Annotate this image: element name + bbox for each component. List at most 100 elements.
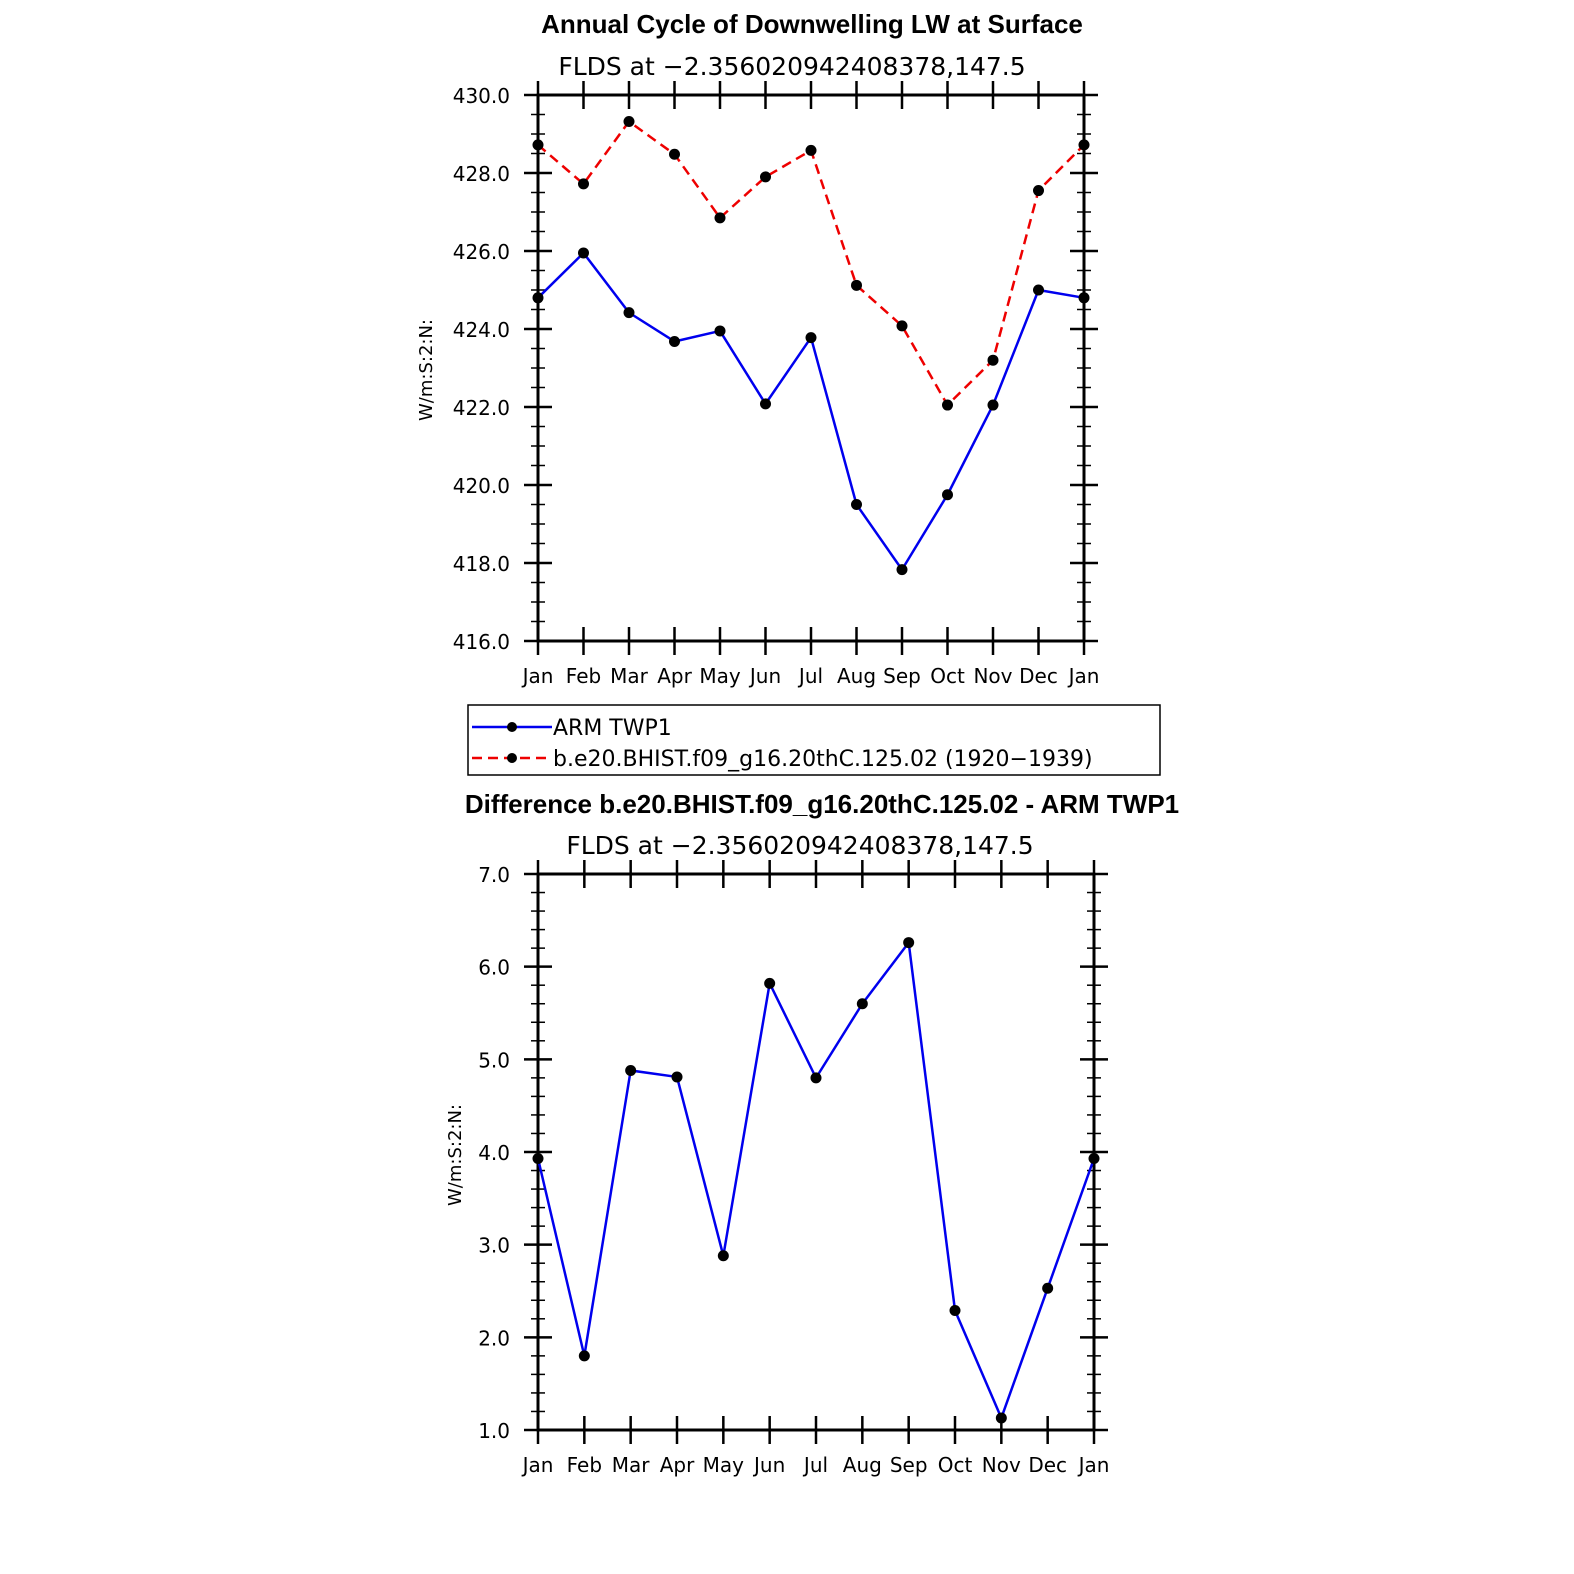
x-tick-label: Mar [610, 664, 649, 688]
series-1-point [851, 279, 862, 291]
y-tick-label: 424.0 [453, 318, 510, 342]
x-tick-label: Apr [657, 664, 692, 688]
x-tick-label: Jan [1067, 664, 1100, 688]
series-1-point [1033, 185, 1044, 197]
chart-1-title: Annual Cycle of Downwelling LW at Surfac… [541, 9, 1083, 39]
x-tick-label: Jan [521, 664, 554, 688]
y-tick-label: 1.0 [478, 1419, 510, 1443]
x-tick-label: May [703, 1453, 745, 1477]
chart-2-ylabel: W/m:S:2:N: [445, 1104, 466, 1206]
series-0-point [896, 564, 908, 576]
series-0-point [987, 399, 999, 411]
chart-1-subtitle: FLDS at −2.356020942408378,147.5 [558, 52, 1025, 81]
series-0-point [717, 1250, 729, 1262]
series-1-point [896, 320, 908, 332]
x-tick-label: Dec [1019, 664, 1058, 688]
series-0-point [810, 1072, 822, 1084]
x-tick-label: Sep [883, 664, 921, 688]
series-0-point [1078, 292, 1090, 304]
series-0-point [669, 335, 680, 347]
y-tick-label: 6.0 [478, 956, 510, 980]
x-tick-label: Apr [660, 1453, 695, 1477]
x-tick-label: Jun [752, 1453, 785, 1477]
legend: ARM TWP1 b.e20.BHIST.f09_g16.20thC.125.0… [467, 704, 1161, 776]
chart-2-subtitle: FLDS at −2.356020942408378,147.5 [566, 831, 1033, 860]
y-tick-label: 426.0 [453, 240, 510, 264]
x-tick-label: Jul [797, 664, 823, 688]
series-0-point [714, 325, 726, 337]
legend-label-arm: ARM TWP1 [553, 716, 672, 741]
series-1-point [987, 354, 999, 366]
y-tick-label: 416.0 [453, 630, 510, 654]
chart-2-plot: 1.0 2.0 3.0 4.0 5.0 6.0 7.0 Jan Feb Mar Apr May Jun J… [478, 860, 1109, 1477]
x-tick-label: Oct [938, 1453, 973, 1477]
chart-1-ylabel: W/m:S:2:N: [416, 319, 437, 421]
plot-frame [536, 93, 1086, 643]
series-0-point [764, 977, 776, 989]
y-tick-label: 7.0 [478, 863, 510, 887]
series-0-point [1033, 284, 1044, 296]
series-0-point [671, 1071, 683, 1083]
series-line-0 [537, 251, 1085, 571]
y-tick-label: 420.0 [453, 474, 510, 498]
series-1-point [669, 148, 680, 160]
series-0-point [532, 1152, 544, 1164]
y-tick-label: 3.0 [478, 1234, 510, 1258]
x-tick-label: Aug [837, 664, 876, 688]
x-tick-label: Aug [843, 1453, 882, 1477]
series-1-point [1078, 139, 1090, 151]
series-0-point [578, 247, 589, 259]
series-1-point [623, 116, 635, 128]
series-0-point [949, 1304, 961, 1316]
series-0-point [805, 332, 817, 344]
series-0-point [942, 489, 953, 501]
series-0-point [578, 1350, 590, 1362]
series-line-0 [536, 941, 1096, 1420]
y-tick-label: 422.0 [453, 396, 510, 420]
x-tick-label: May [699, 664, 741, 688]
y-tick-label: 418.0 [453, 552, 510, 576]
legend-item-arm: ARM TWP1 [472, 716, 672, 741]
chart-2-title: Difference b.e20.BHIST.f09_g16.20thC.125… [465, 789, 1179, 819]
x-tick-label: Sep [890, 1453, 928, 1477]
legend-label-model: b.e20.BHIST.f09_g16.20thC.125.02 (1920−1… [553, 747, 1093, 772]
series-0-point [1088, 1152, 1100, 1164]
x-tick-label: Feb [567, 1453, 602, 1477]
x-tick-label: Mar [612, 1453, 651, 1477]
x-tick-label: Nov [982, 1453, 1021, 1477]
series-1-point [578, 178, 589, 190]
series-1-point [760, 171, 771, 183]
series-0-point [623, 307, 635, 319]
y-tick-label: 2.0 [478, 1326, 510, 1350]
x-tick-label: Nov [973, 664, 1012, 688]
y-tick-label: 430.0 [453, 84, 510, 108]
series-0-point [532, 292, 544, 304]
legend-marker-arm [507, 722, 517, 732]
series-1-point [532, 139, 544, 151]
y-tick-label: 428.0 [453, 162, 510, 186]
chart-1-plot: 416.0 418.0 420.0 422.0 424.0 426.0 428.0 430.0… [453, 81, 1100, 688]
x-tick-label: Jul [802, 1453, 828, 1477]
plot-frame [536, 872, 1096, 1432]
series-1-point [805, 144, 817, 156]
x-tick-label: Oct [930, 664, 965, 688]
series-line-1 [537, 120, 1085, 407]
x-tick-label: Jan [1077, 1453, 1110, 1477]
series-0-point [1042, 1282, 1054, 1294]
y-tick-label: 4.0 [478, 1141, 510, 1165]
x-tick-label: Feb [566, 664, 601, 688]
legend-marker-model [507, 753, 517, 763]
series-0-point [851, 499, 862, 510]
series-0-point [760, 398, 771, 410]
x-tick-label: Dec [1028, 1453, 1067, 1477]
legend-item-model: b.e20.BHIST.f09_g16.20thC.125.02 (1920−1… [472, 747, 1093, 772]
series-0-point [856, 998, 868, 1010]
series-0-point [995, 1412, 1007, 1424]
series-1-point [942, 399, 953, 411]
y-tick-label: 5.0 [478, 1048, 510, 1072]
series-1-point [714, 212, 726, 224]
x-tick-label: Jan [521, 1453, 554, 1477]
x-tick-label: Jun [748, 664, 781, 688]
series-0-point [903, 937, 915, 949]
